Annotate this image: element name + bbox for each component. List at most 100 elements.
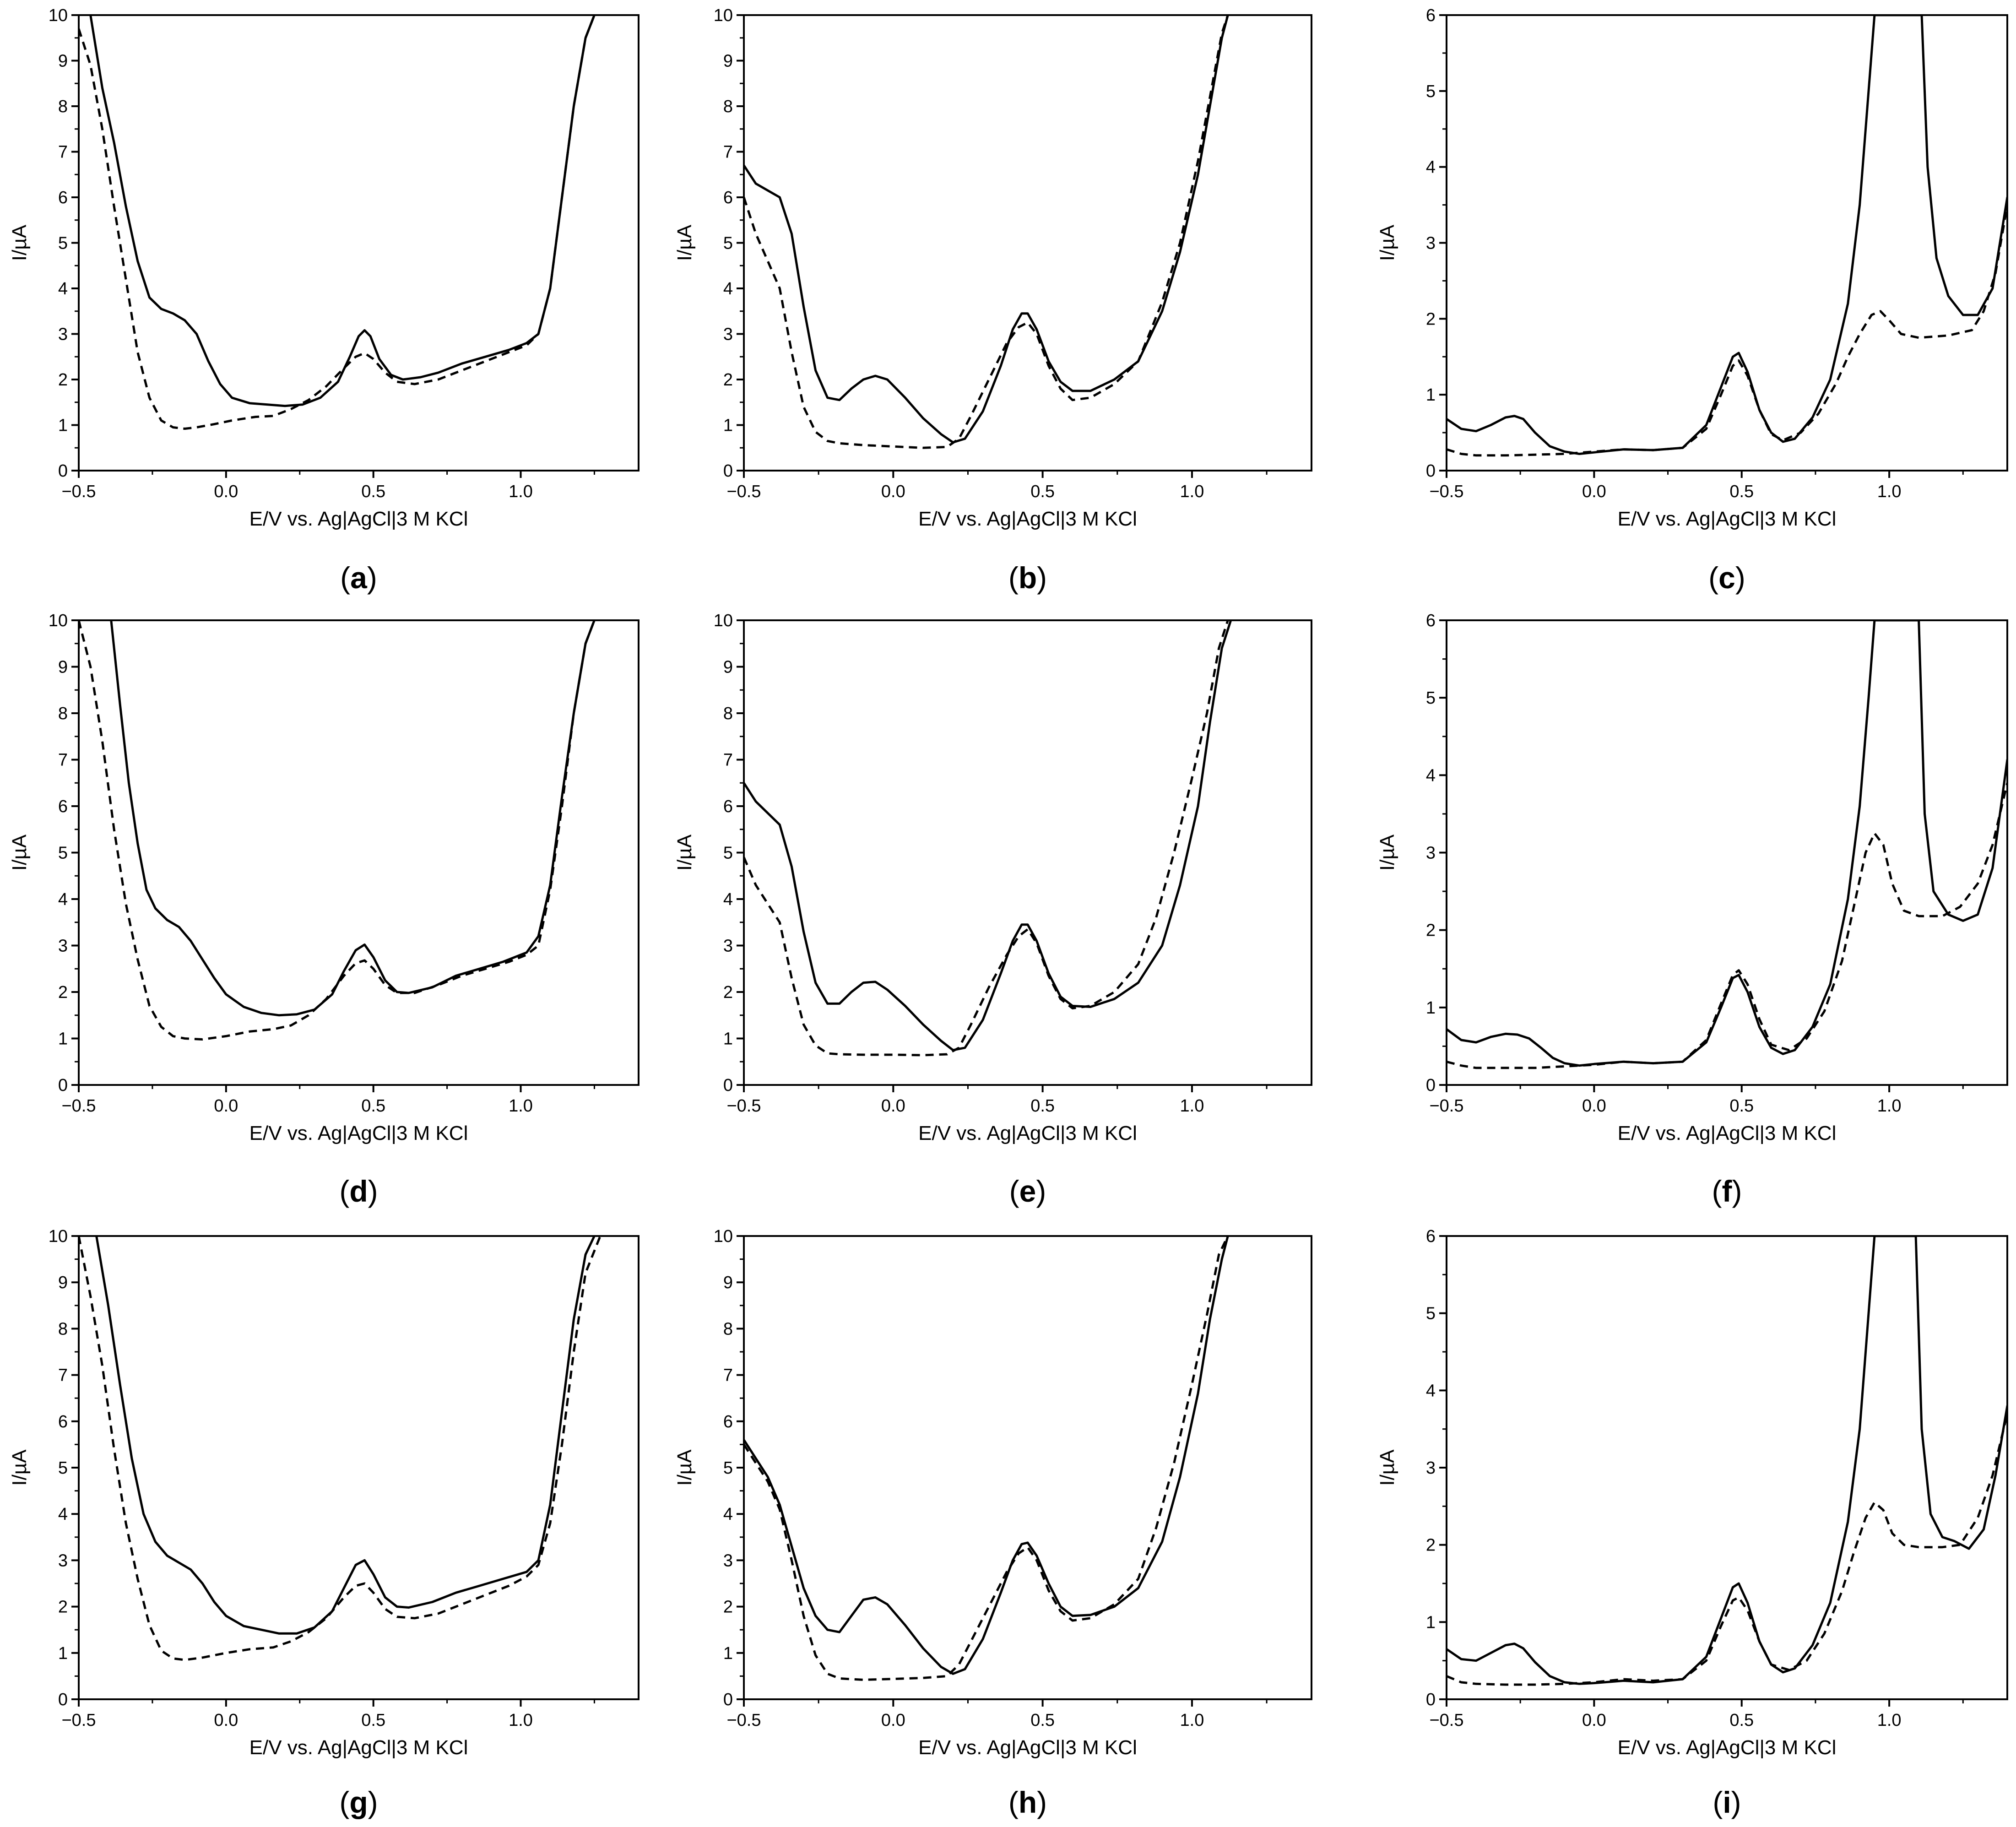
y-tick-label-i: 0 [1426, 1690, 1436, 1709]
y-tick-label-h: 9 [723, 1273, 733, 1292]
y-tick-label-h: 5 [723, 1458, 733, 1478]
y-tick-label-h: 1 [723, 1644, 733, 1663]
y-tick-label-i: 4 [1426, 1381, 1436, 1400]
x-tick-label-d: −0.5 [61, 1096, 96, 1116]
y-tick-label-i: 5 [1426, 1304, 1436, 1323]
x-tick-label-g: 1.0 [509, 1711, 533, 1730]
y-tick-label-h: 2 [723, 1598, 733, 1617]
series-solid-line-a [89, 15, 596, 407]
x-tick-label-b: 0.5 [1030, 482, 1055, 501]
x-tick-label-h: −0.5 [726, 1711, 761, 1730]
y-tick-label-g: 0 [58, 1690, 68, 1709]
y-tick-label-e: 4 [723, 890, 733, 909]
x-axis-label-e: E/V vs. Ag|AgCl|3 M KCl [918, 1122, 1137, 1144]
plot-frame-f [1446, 619, 2008, 1086]
y-tick-label-a: 0 [58, 461, 68, 481]
y-tick-label-b: 7 [723, 143, 733, 162]
y-tick-label-c: 4 [1426, 158, 1436, 177]
y-tick-label-g: 7 [58, 1366, 68, 1385]
panel-a: 0 1 2 3 4 5 6 7 8 9 10 −0.5 0.0 0.5 1.0 E/V vs. Ag|AgCl… [8, 6, 639, 595]
x-tick-label-e: 0.0 [881, 1096, 905, 1116]
x-tick-label-i: −0.5 [1429, 1711, 1463, 1730]
y-tick-label-b: 10 [714, 6, 733, 25]
panel-c: 0 1 2 3 4 5 6 −0.5 0.0 0.5 1.0 E/V vs. Ag|AgCl|3 M … [1376, 6, 2008, 595]
x-tick-label-c: 0.5 [1729, 482, 1754, 501]
y-tick-label-b: 0 [723, 461, 733, 481]
y-tick-label-i: 6 [1426, 1227, 1436, 1246]
series-dashed-line-g [79, 1236, 602, 1661]
x-axis-label-i: E/V vs. Ag|AgCl|3 M KCl [1618, 1736, 1837, 1759]
y-tick-label-b: 2 [723, 370, 733, 390]
y-tick-label-d: 7 [58, 751, 68, 770]
x-tick-label-c: 1.0 [1877, 482, 1902, 501]
panel-h: 0 1 2 3 4 5 6 7 8 9 10 −0.5 0.0 0.5 1.0 E/V vs. Ag|AgCl… [673, 1227, 1312, 1819]
series-solid-line-c [1447, 15, 2007, 455]
y-tick-label-f: 2 [1426, 921, 1436, 940]
panel-d: 0 1 2 3 4 5 6 7 8 9 10 −0.5 0.0 0.5 1.0 E/V vs. Ag|AgCl… [8, 611, 639, 1208]
y-tick-label-i: 2 [1426, 1536, 1436, 1555]
y-tick-label-e: 1 [723, 1030, 733, 1049]
y-tick-label-i: 1 [1426, 1613, 1436, 1632]
plot-frame-c [1446, 14, 2008, 472]
y-tick-label-h: 3 [723, 1551, 733, 1570]
y-tick-label-c: 0 [1426, 461, 1436, 481]
panel-caption-b: (b) [1008, 561, 1047, 595]
y-tick-label-b: 6 [723, 188, 733, 207]
plot-frame-i [1446, 1235, 2008, 1700]
y-tick-label-f: 4 [1426, 766, 1436, 785]
panel-f: 0 1 2 3 4 5 6 −0.5 0.0 0.5 1.0 E/V vs. Ag|AgCl|3 M … [1376, 611, 2008, 1208]
panel-e: 0 1 2 3 4 5 6 7 8 9 10 −0.5 0.0 0.5 1.0 E/V vs. Ag|AgCl… [673, 611, 1312, 1208]
y-tick-label-a: 4 [58, 279, 68, 298]
y-axis-label-c: I/µA [1376, 224, 1398, 261]
x-tick-label-g: 0.0 [214, 1711, 238, 1730]
x-tick-label-g: −0.5 [61, 1711, 96, 1730]
y-axis-label-d: I/µA [8, 834, 31, 871]
x-tick-label-g: 0.5 [361, 1711, 385, 1730]
y-tick-label-a: 6 [58, 188, 68, 207]
y-tick-label-b: 5 [723, 234, 733, 253]
panel-caption-c: (c) [1708, 561, 1745, 595]
plot-frame-a [78, 14, 639, 472]
y-tick-label-g: 5 [58, 1458, 68, 1478]
x-tick-label-i: 0.5 [1729, 1711, 1754, 1730]
series-solid-line-f [1447, 620, 2007, 1067]
y-tick-label-e: 10 [714, 611, 733, 630]
x-axis-label-d: E/V vs. Ag|AgCl|3 M KCl [249, 1122, 468, 1144]
y-tick-label-b: 3 [723, 325, 733, 344]
x-tick-label-f: 0.0 [1582, 1096, 1606, 1116]
y-tick-label-c: 2 [1426, 309, 1436, 329]
x-tick-label-b: −0.5 [726, 482, 761, 501]
series-dashed-line-a [79, 15, 596, 430]
x-tick-label-a: 1.0 [509, 482, 533, 501]
y-tick-label-h: 0 [723, 1690, 733, 1709]
x-axis-label-c: E/V vs. Ag|AgCl|3 M KCl [1618, 508, 1837, 530]
series-solid-line-g [95, 1236, 596, 1635]
x-tick-label-a: −0.5 [61, 482, 96, 501]
y-tick-label-e: 6 [723, 797, 733, 816]
series-solid-line-i [1447, 1236, 2007, 1685]
y-tick-label-c: 5 [1426, 82, 1436, 101]
x-tick-label-i: 0.0 [1582, 1711, 1606, 1730]
x-tick-label-b: 0.0 [881, 482, 905, 501]
y-axis-label-i: I/µA [1376, 1449, 1398, 1486]
y-tick-label-d: 9 [58, 658, 68, 677]
y-tick-label-d: 6 [58, 797, 68, 816]
x-tick-label-h: 0.5 [1030, 1711, 1055, 1730]
y-tick-label-f: 3 [1426, 844, 1436, 863]
y-tick-label-g: 4 [58, 1505, 68, 1524]
y-tick-label-e: 7 [723, 751, 733, 770]
x-tick-label-d: 0.0 [214, 1096, 238, 1116]
y-tick-label-b: 4 [723, 279, 733, 298]
x-axis-label-a: E/V vs. Ag|AgCl|3 M KCl [249, 508, 468, 530]
series-solid-line-b [744, 15, 1229, 444]
y-tick-label-c: 1 [1426, 385, 1436, 405]
y-tick-label-a: 1 [58, 416, 68, 435]
x-tick-label-a: 0.5 [361, 482, 385, 501]
y-tick-label-a: 7 [58, 143, 68, 162]
y-tick-label-e: 8 [723, 704, 733, 723]
series-solid-line-d [110, 620, 596, 1017]
y-tick-label-e: 2 [723, 983, 733, 1002]
y-tick-label-h: 6 [723, 1412, 733, 1431]
y-tick-label-a: 10 [49, 6, 68, 25]
